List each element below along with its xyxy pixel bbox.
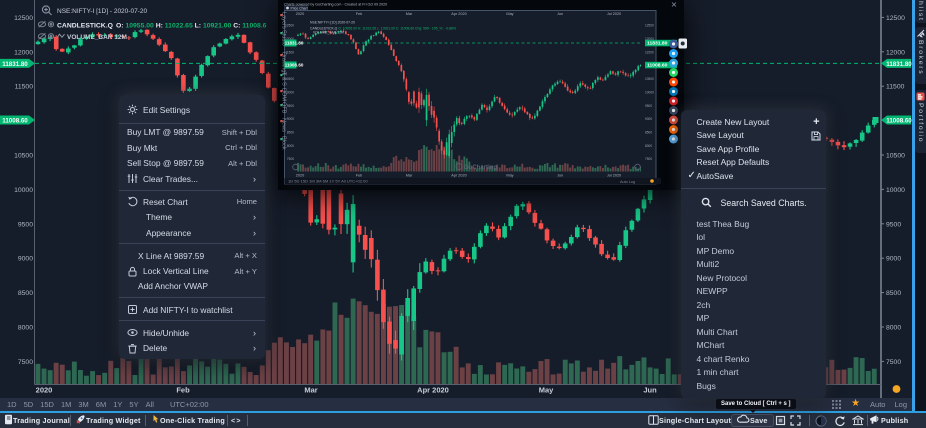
svg-text:Jun: Jun <box>557 174 563 178</box>
svg-text:7500: 7500 <box>18 359 33 366</box>
svg-text:2020: 2020 <box>296 174 304 178</box>
svg-text:10500: 10500 <box>14 153 33 160</box>
svg-text:Jun: Jun <box>557 12 563 16</box>
svg-text:11831.80: 11831.80 <box>886 61 912 68</box>
svg-text:May: May <box>506 12 513 16</box>
svg-text:Jul 2020: Jul 2020 <box>607 174 621 178</box>
svg-text:Layers: Layers <box>281 12 287 29</box>
svg-text:2020: 2020 <box>36 386 53 395</box>
svg-text:11831.80: 11831.80 <box>285 41 304 46</box>
svg-text:10500: 10500 <box>886 153 905 160</box>
svg-text:12500: 12500 <box>886 15 905 22</box>
svg-text:Price Chart: Price Chart <box>291 6 308 10</box>
svg-text:Feb: Feb <box>176 386 190 395</box>
svg-text:12000: 12000 <box>886 49 905 56</box>
svg-text:9000: 9000 <box>645 117 652 121</box>
svg-text:CANDLESTICK.Q O: 10955.00 H:: CANDLESTICK.Q O: 10955.00 H: 11022.65 L:… <box>310 27 456 31</box>
svg-text:Mar: Mar <box>406 12 413 16</box>
svg-text:11500: 11500 <box>15 84 34 91</box>
svg-text:8500: 8500 <box>18 290 33 297</box>
svg-text:12500: 12500 <box>645 24 654 28</box>
svg-text:12000: 12000 <box>645 37 654 41</box>
svg-text:11831.80: 11831.80 <box>647 41 668 47</box>
svg-text:Apr 2020: Apr 2020 <box>417 386 449 395</box>
svg-text:CANDLESTICK.Q: CANDLESTICK.Q <box>57 22 113 29</box>
svg-text:9500: 9500 <box>886 221 901 228</box>
svg-text:VOLUME_BAR 12M: VOLUME_BAR 12M <box>313 31 344 35</box>
svg-text:7500: 7500 <box>886 359 901 366</box>
svg-text:11008.60: 11008.60 <box>285 63 304 68</box>
svg-text:9500: 9500 <box>645 104 652 108</box>
svg-text:11008.60: 11008.60 <box>2 118 28 125</box>
svg-text:Auto Log: Auto Log <box>620 180 635 184</box>
svg-text:Studio: Studio <box>281 30 287 46</box>
svg-text:T & S: T & S <box>281 72 287 86</box>
svg-text:2020: 2020 <box>296 12 304 16</box>
svg-text:Jul 2020: Jul 2020 <box>607 12 621 16</box>
svg-text:8500: 8500 <box>287 131 294 135</box>
svg-text:10500: 10500 <box>645 77 654 81</box>
svg-text:9000: 9000 <box>886 256 901 263</box>
svg-text:GoCharting: GoCharting <box>464 165 497 171</box>
svg-text:Jun: Jun <box>643 386 657 395</box>
svg-text:11831.80: 11831.80 <box>2 61 28 68</box>
svg-text:Apr 2020: Apr 2020 <box>451 12 466 16</box>
svg-text:Charts powered by GoCharting.c: Charts powered by GoCharting.com - Creat… <box>284 3 387 7</box>
svg-text:Feb: Feb <box>356 12 363 16</box>
svg-text:10500: 10500 <box>285 77 294 81</box>
svg-text:8500: 8500 <box>886 290 901 297</box>
svg-text:May: May <box>539 386 554 395</box>
svg-text:8000: 8000 <box>18 325 33 332</box>
svg-text:10000: 10000 <box>285 90 294 94</box>
svg-text:9000: 9000 <box>287 117 294 121</box>
svg-text:VOLUME_BAR 12M: VOLUME_BAR 12M <box>67 34 127 41</box>
svg-text:Feb: Feb <box>356 174 363 178</box>
svg-text:Apr 2020: Apr 2020 <box>451 174 466 178</box>
svg-text:11008.60: 11008.60 <box>886 118 912 125</box>
svg-text:12000: 12000 <box>14 49 33 56</box>
svg-text:Mar: Mar <box>406 174 413 178</box>
svg-text:12500: 12500 <box>285 24 294 28</box>
svg-text:NSE:NIFTY-I [1D] 2020-07-20: NSE:NIFTY-I [1D] 2020-07-20 <box>310 21 355 25</box>
svg-text:May: May <box>506 174 513 178</box>
svg-text:7500: 7500 <box>287 157 294 161</box>
svg-text:12500: 12500 <box>14 15 33 22</box>
svg-text:O: 10955.00 H: 11022.65 L: 1: O: 10955.00 H: 11022.65 L: 10921.00 C: 1… <box>116 22 267 29</box>
svg-text:OFB: OFB <box>281 102 287 114</box>
svg-text:11500: 11500 <box>886 84 905 91</box>
svg-text:10000: 10000 <box>886 187 905 194</box>
svg-text:Block: Block <box>281 136 287 150</box>
svg-text:1D 5D 15D 1M 3M 6M: 1D 5D 15D 1M 3M 6M 1Y 5Y All UTC+02:00 <box>288 179 368 184</box>
svg-text:9500: 9500 <box>18 221 33 228</box>
svg-text:News: News <box>281 118 287 132</box>
svg-text:12000: 12000 <box>285 37 294 41</box>
svg-text:10000: 10000 <box>14 187 33 194</box>
svg-text:11500: 11500 <box>285 50 294 54</box>
svg-text:9000: 9000 <box>18 256 33 263</box>
svg-text:8000: 8000 <box>645 144 652 148</box>
svg-text:Mar: Mar <box>304 386 317 395</box>
svg-text:8000: 8000 <box>287 144 294 148</box>
svg-text:9500: 9500 <box>287 104 294 108</box>
svg-text:11500: 11500 <box>645 50 654 54</box>
svg-text:8000: 8000 <box>886 325 901 332</box>
svg-text:10000: 10000 <box>645 90 654 94</box>
svg-text:11008.60: 11008.60 <box>647 63 668 69</box>
svg-text:7500: 7500 <box>645 157 652 161</box>
svg-text:NSE:NIFTY-I [1D] - 2020-07-20: NSE:NIFTY-I [1D] - 2020-07-20 <box>57 8 147 15</box>
svg-text:8500: 8500 <box>645 131 652 135</box>
svg-text:DOM: DOM <box>281 88 287 101</box>
svg-text:Drawings: Drawings <box>281 52 287 75</box>
